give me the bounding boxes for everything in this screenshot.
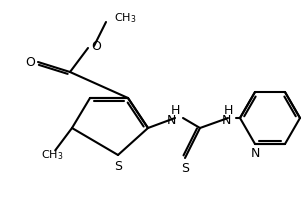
Text: H: H (223, 103, 233, 117)
Text: CH$_3$: CH$_3$ (41, 148, 64, 162)
Text: S: S (181, 162, 189, 174)
Text: S: S (114, 160, 122, 173)
Text: H: H (170, 103, 180, 117)
Text: CH$_3$: CH$_3$ (114, 11, 136, 25)
Text: O: O (25, 56, 35, 68)
Text: N: N (250, 148, 260, 160)
Text: N: N (221, 113, 231, 127)
Text: O: O (91, 39, 101, 53)
Text: N: N (166, 113, 176, 127)
